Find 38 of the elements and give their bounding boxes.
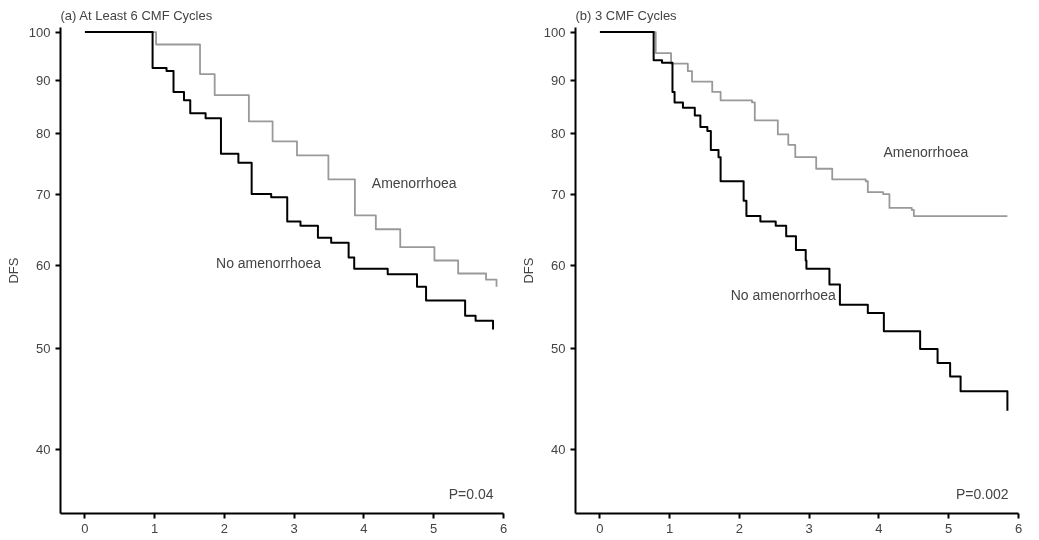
x-tick-label: 5 — [945, 520, 953, 536]
x-tick-label: 2 — [220, 520, 229, 536]
y-axis-title: DFS — [5, 257, 21, 284]
y-tick-label: 90 — [36, 72, 51, 88]
annotation: P=0.002 — [955, 485, 1009, 502]
x-tick-label: 2 — [735, 520, 744, 536]
x-tick-label: 6 — [1014, 520, 1023, 536]
y-tick-label: 60 — [36, 257, 51, 273]
y-tick-label: 90 — [551, 72, 566, 88]
chart-title: (b) 3 CMF Cycles — [575, 7, 678, 23]
y-tick-label: 100 — [543, 24, 566, 40]
y-tick-label: 50 — [551, 340, 566, 356]
x-tick-label: 6 — [499, 520, 508, 536]
y-tick-label: 60 — [551, 257, 566, 273]
chart-title: (a) At Least 6 CMF Cycles — [60, 7, 213, 23]
y-tick-label: 80 — [36, 126, 51, 142]
y-tick-label: 40 — [36, 442, 51, 458]
x-tick-label: 0 — [81, 520, 89, 536]
x-tick-label: 5 — [430, 520, 438, 536]
y-tick-label: 80 — [551, 126, 566, 142]
x-tick-label: 3 — [805, 520, 813, 536]
y-tick-label: 100 — [28, 24, 51, 40]
x-tick-label: 4 — [875, 520, 883, 536]
x-tick-label: 1 — [666, 520, 674, 536]
x-tick-label: 0 — [596, 520, 604, 536]
annotation: P=0.04 — [448, 485, 494, 502]
y-tick-label: 70 — [551, 187, 566, 203]
y-tick-label: 70 — [36, 187, 51, 203]
series-label: No amenorrhoea — [730, 286, 837, 303]
x-tick-label: 1 — [151, 520, 159, 536]
y-axis-title: DFS — [520, 257, 536, 284]
y-tick-label: 40 — [551, 442, 566, 458]
series-label: Amenorrhoea — [371, 175, 457, 192]
x-tick-label: 3 — [290, 520, 298, 536]
series-label: No amenorrhoea — [216, 254, 322, 271]
y-tick-label: 50 — [36, 340, 51, 356]
x-tick-label: 4 — [360, 520, 368, 536]
series-label: Amenorrhoea — [883, 144, 969, 161]
